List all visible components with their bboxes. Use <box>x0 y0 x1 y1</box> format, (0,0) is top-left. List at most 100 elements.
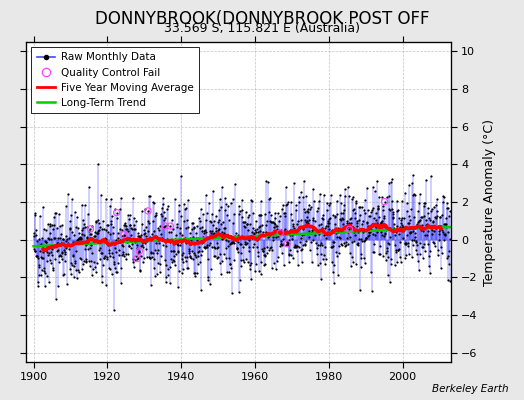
Point <box>43 252 52 258</box>
Point <box>152 212 160 218</box>
Point <box>135 248 144 254</box>
Point <box>139 231 148 238</box>
Point <box>278 242 286 248</box>
Point <box>79 217 88 223</box>
Point <box>308 226 316 233</box>
Point <box>223 233 231 240</box>
Point <box>396 220 405 226</box>
Point <box>150 200 159 206</box>
Point <box>370 240 378 247</box>
Point <box>228 290 236 296</box>
Point <box>85 263 94 269</box>
Point <box>217 204 225 210</box>
Point <box>297 189 305 196</box>
Point <box>83 235 91 241</box>
Point <box>432 215 440 221</box>
Point <box>373 220 381 226</box>
Point <box>299 194 307 200</box>
Point <box>121 232 129 239</box>
Point <box>192 222 201 229</box>
Point <box>168 217 177 223</box>
Point <box>359 226 367 233</box>
Point <box>425 248 434 254</box>
Title: DONNYBROOK(DONNYBROOK POST OFF
33.569 S, 115.821 E (Australia): DONNYBROOK(DONNYBROOK POST OFF 33.569 S,… <box>0 399 1 400</box>
Point <box>130 222 138 228</box>
Point <box>421 200 430 206</box>
Point <box>235 208 244 214</box>
Point <box>290 225 298 232</box>
Point <box>271 222 280 229</box>
Point <box>355 236 364 242</box>
Point <box>101 239 109 245</box>
Point <box>362 235 370 242</box>
Point <box>116 225 124 232</box>
Point <box>430 240 439 247</box>
Point <box>253 232 261 239</box>
Point <box>345 216 354 222</box>
Point <box>322 222 330 229</box>
Point <box>202 229 210 236</box>
Point <box>311 226 320 233</box>
Point <box>71 209 79 216</box>
Point <box>425 214 433 221</box>
Point <box>139 244 148 250</box>
Point <box>67 225 75 231</box>
Point <box>400 225 408 232</box>
Point <box>218 184 226 190</box>
Point <box>237 197 246 204</box>
Point <box>431 225 440 231</box>
Point <box>292 206 300 213</box>
Point <box>199 238 208 245</box>
Point <box>217 236 226 242</box>
Point <box>167 256 175 262</box>
Point <box>194 253 203 260</box>
Point <box>326 200 334 206</box>
Point <box>300 206 308 212</box>
Point <box>141 240 149 246</box>
Point <box>421 222 430 228</box>
Point <box>419 244 428 250</box>
Point <box>75 235 84 241</box>
Point <box>428 227 436 233</box>
Point <box>83 240 92 247</box>
Point <box>359 218 367 224</box>
Point <box>132 237 140 243</box>
Point <box>405 219 413 226</box>
Point <box>124 243 133 249</box>
Point <box>225 217 233 224</box>
Point <box>340 225 348 231</box>
Point <box>277 238 286 244</box>
Point <box>143 237 151 244</box>
Point <box>293 218 302 224</box>
Point <box>127 224 135 231</box>
Point <box>181 254 189 260</box>
Point <box>232 234 240 241</box>
Point <box>86 226 95 232</box>
Point <box>80 258 88 264</box>
Point <box>257 212 265 218</box>
Point <box>60 271 69 277</box>
Point <box>319 216 328 223</box>
Point <box>437 244 445 250</box>
Point <box>426 270 434 276</box>
Point <box>59 236 68 243</box>
Point <box>74 236 82 242</box>
Point <box>224 243 233 249</box>
Point <box>407 229 415 235</box>
Point <box>38 249 47 255</box>
Point <box>302 238 311 244</box>
Point <box>268 247 277 254</box>
Point <box>52 296 61 303</box>
Point <box>38 255 47 262</box>
Point <box>185 248 193 254</box>
Point <box>86 226 95 232</box>
Point <box>187 241 195 247</box>
Point <box>444 248 453 255</box>
Point <box>169 253 178 260</box>
Point <box>103 256 112 262</box>
Point <box>178 270 186 276</box>
Point <box>53 248 61 254</box>
Point <box>146 255 155 262</box>
Point <box>176 230 184 236</box>
Point <box>145 220 154 226</box>
